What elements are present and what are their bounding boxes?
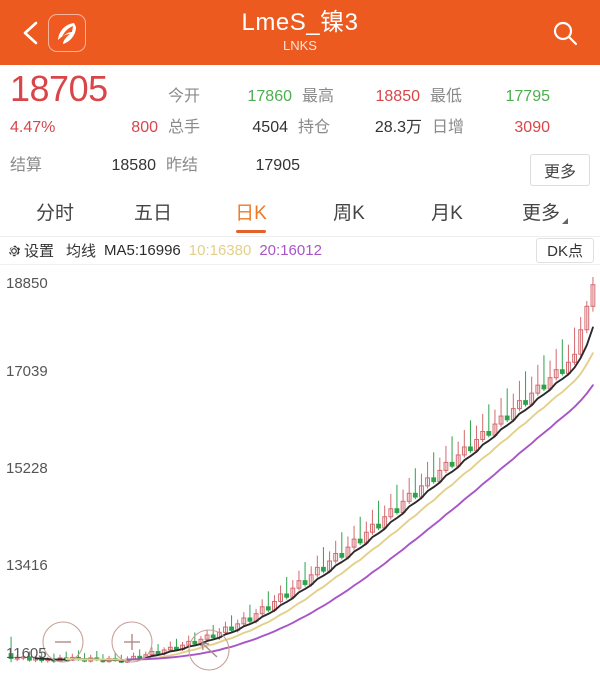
change-percent: 4.47%	[10, 119, 56, 136]
tab-weekly-k[interactable]: 周K	[300, 193, 398, 236]
tab-more[interactable]: 更多	[496, 193, 594, 236]
search-button[interactable]	[548, 16, 582, 50]
quote-row-tertiary: 结算 18580 昨结 17905 更多	[10, 151, 590, 189]
chevron-down-icon	[562, 218, 568, 224]
volume-label: 总手	[168, 119, 201, 136]
open-label: 今开	[168, 88, 201, 105]
app-header: LmeS_镍3 LNKS	[0, 0, 600, 65]
tab-intraday[interactable]: 分时	[6, 193, 104, 236]
settings-label: 设置	[24, 243, 55, 260]
open-value: 17860	[247, 88, 293, 105]
circle-minus-annotation[interactable]	[42, 621, 84, 663]
last-price: 18705	[10, 68, 108, 109]
prev-settlement-label: 昨结	[166, 157, 199, 174]
settlement-label: 结算	[10, 157, 43, 174]
open-interest-value: 28.3万	[374, 119, 422, 136]
change-amount: 800	[131, 119, 158, 136]
oi-change-label: 日增	[432, 119, 465, 136]
search-icon	[553, 21, 578, 45]
open-interest-label: 持仓	[298, 119, 331, 136]
ma10-value: 10:16380	[188, 242, 252, 259]
tab-label: 周K	[333, 203, 365, 225]
tab-label: 分时	[35, 203, 74, 225]
tab-five-day[interactable]: 五日	[104, 193, 202, 236]
app-logo-button[interactable]	[48, 13, 86, 52]
chart-canvas[interactable]	[0, 265, 600, 677]
candlestick-chart[interactable]: 18850 17039 15228 13416 11605	[0, 265, 600, 677]
ma20-value: 20:16012	[259, 242, 322, 259]
settings-button[interactable]: 设置	[6, 240, 54, 261]
dk-point-button[interactable]: DK点	[536, 238, 594, 263]
oi-change-value: 3090	[514, 119, 550, 136]
ma-group-label: 均线	[66, 243, 97, 260]
high-label: 最高	[302, 88, 335, 105]
low-label: 最低	[430, 88, 463, 105]
back-button[interactable]	[18, 18, 44, 48]
circle-arrow-annotation[interactable]	[188, 629, 230, 671]
tab-label: 日K	[235, 203, 267, 225]
chart-period-tabs: 分时 五日 日K 周K 月K 更多	[0, 193, 600, 237]
tab-label: 五日	[133, 203, 172, 225]
ma-indicator-bar: 设置 均线 MA5:16996 10:16380 20:16012 DK点	[0, 237, 600, 265]
ma5-value: MA5:16996	[104, 242, 181, 259]
tab-label: 月K	[431, 203, 463, 225]
page-title: LmeS_镍3	[241, 8, 359, 36]
tab-label: 更多	[521, 203, 560, 225]
tab-monthly-k[interactable]: 月K	[398, 193, 496, 236]
app-logo-icon	[58, 22, 76, 44]
quote-panel: 18705 今开 17860 最高 18850 最低 17795 4.47% 8…	[0, 65, 600, 193]
chevron-left-icon	[23, 21, 38, 44]
settlement-value: 18580	[111, 157, 157, 174]
quote-row-primary: 18705 今开 17860 最高 18850 最低 17795	[10, 71, 590, 113]
circle-plus-annotation[interactable]	[111, 621, 153, 663]
gear-icon	[9, 245, 21, 256]
title-block: LmeS_镍3 LNKS	[0, 0, 600, 65]
low-value: 17795	[505, 88, 551, 105]
quote-row-secondary: 4.47% 800 总手 4504 持仓 28.3万 日增 3090	[10, 113, 590, 151]
prev-settlement-value: 17905	[255, 157, 301, 174]
high-value: 18850	[375, 88, 421, 105]
tab-daily-k[interactable]: 日K	[202, 193, 300, 236]
volume-value: 4504	[252, 119, 288, 136]
page-subtitle: LNKS	[283, 37, 317, 53]
more-button[interactable]: 更多	[529, 154, 590, 186]
